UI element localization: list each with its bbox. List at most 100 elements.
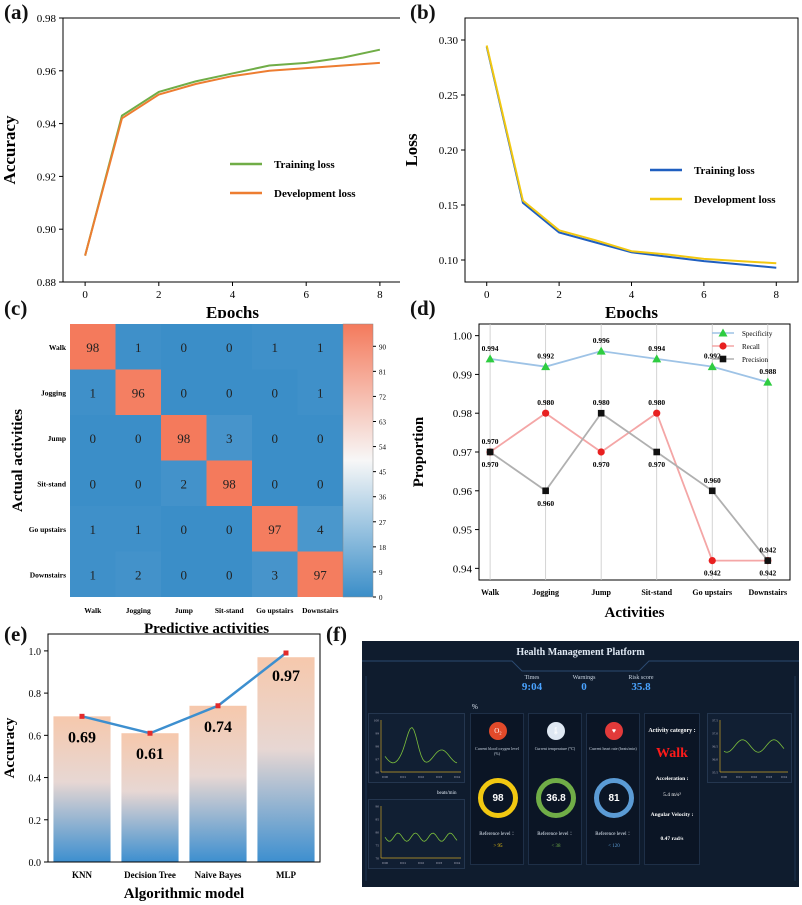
data-point-recall	[597, 448, 605, 456]
x-tick-label: 6	[701, 289, 707, 301]
mini-x-tick: 9:03	[766, 775, 772, 779]
heatmap-cell	[161, 415, 207, 461]
heatmap-cell-label: 0	[181, 385, 188, 400]
trend-marker	[215, 703, 221, 709]
y-tick-label: 0.95	[453, 525, 473, 537]
x-category-label: Jump	[175, 606, 193, 615]
mini-x-tick: 9:04	[781, 775, 787, 779]
heatmap-cell	[252, 415, 298, 461]
colorbar-tick-label: 9	[379, 569, 383, 577]
data-label: 0.992	[704, 352, 721, 361]
heart-rate-trend-chart: 90 85 80 75 709:00 9:01 9:02 9:03 9:04	[368, 799, 465, 869]
mini-x-tick: 9:00	[721, 775, 727, 779]
vital-value: 36.8	[546, 792, 566, 804]
data-point-specificity	[485, 354, 495, 363]
data-point-recall	[719, 342, 727, 350]
data-label: 0.980	[648, 398, 665, 407]
heatmap-cell	[297, 506, 343, 552]
mini-x-tick: 9:01	[400, 775, 406, 779]
heatmap-cell	[206, 324, 252, 370]
data-label: 0.942	[759, 546, 776, 555]
plot-frame	[47, 633, 321, 863]
data-point-precision	[764, 557, 772, 564]
series-line-development-loss	[485, 45, 777, 265]
heatmap-cell	[115, 369, 161, 415]
data-point-precision	[542, 487, 549, 495]
heatmap-cell	[252, 506, 298, 552]
mini-y-tick: 98	[376, 745, 380, 749]
bar-mlp	[257, 657, 315, 862]
panel-label-d: (d)	[410, 296, 436, 320]
data-point-specificity	[707, 362, 717, 371]
heatmap-cell	[161, 506, 207, 552]
activity-card: Activity category : Walk Acceleration : …	[644, 713, 700, 865]
heatmap-cell-label: 98	[177, 431, 190, 446]
data-label: 0.960	[704, 476, 721, 485]
series-line-precision	[489, 411, 769, 562]
y-category-label: Go upstairs	[29, 525, 66, 534]
x-category-label: Walk	[481, 588, 500, 597]
heatmap-cell	[70, 551, 116, 597]
activity-value: Walk	[656, 746, 688, 761]
heatmap-cell	[206, 415, 252, 461]
chart-b-loss: 0.10 0.15 0.20 0.25 0.30 0 2 4 6 8 Epochs Loss Train…	[402, 17, 799, 318]
heatmap-cell-label: 0	[181, 522, 188, 537]
mini-x-tick: 9:00	[382, 861, 388, 865]
mini-y-tick: 97	[376, 758, 380, 762]
oxygen-icon: O₂	[489, 722, 507, 740]
heatmap-cell-label: 98	[223, 476, 236, 491]
heatmap-cell-label: 1	[317, 385, 324, 400]
y-tick-label: 0.20	[439, 145, 459, 157]
x-category-label: Jump	[591, 588, 611, 597]
bar-value-label: 0.97	[272, 668, 300, 685]
heatmap-cell	[161, 324, 207, 370]
x-tick-label: 2	[556, 289, 562, 301]
y-tick-label: 0.94	[453, 563, 473, 575]
bar-value-label: 0.69	[68, 729, 96, 746]
data-point-precision	[597, 409, 605, 417]
x-category-label: KNN	[72, 870, 93, 880]
series-line-development-loss	[84, 61, 380, 256]
x-category-label: Naive Bayes	[195, 870, 242, 880]
heatmap-cell	[252, 460, 298, 506]
heatmap-cell-label: 0	[90, 431, 97, 446]
y-tick-label: 0.8	[29, 689, 42, 700]
heatmap-cell	[252, 369, 298, 415]
heatmap-cell	[297, 415, 343, 461]
reference-label: Reference level ：	[479, 832, 517, 837]
x-axis-label: Algorithmic model	[124, 886, 244, 902]
x-category-label: Sit-stand	[641, 588, 672, 597]
stat-risk-value: 35.8	[631, 681, 651, 693]
chart-c-confusion-matrix: 98 1 0 0 1 11 96 0 0 0 10 0 98 3 0 00 0 2 98 0 01 1 0 0 97 41 2 0 0 3…	[10, 323, 387, 637]
y-tick-label: 0.94	[37, 119, 57, 131]
stat-warnings: Warnings 0	[549, 675, 619, 693]
y-axis-label: Loss	[402, 133, 421, 166]
y-tick-label: 0.4	[29, 774, 42, 785]
mini-y-tick: 90	[376, 805, 380, 809]
reference-value: < 120	[608, 844, 620, 849]
heatmap-cell-label: 1	[135, 522, 142, 537]
x-tick-label: 2	[156, 289, 162, 301]
plot-frame	[464, 17, 799, 283]
y-tick-label: 1.0	[29, 647, 42, 658]
reference-value: > 95	[493, 844, 503, 849]
mini-y-tick: 36.0	[712, 758, 718, 762]
heatmap-cell-label: 0	[226, 567, 233, 582]
mini-y-tick: 100	[374, 719, 380, 723]
data-point-recall	[708, 557, 716, 565]
heatmap-cell	[206, 551, 252, 597]
legend-label: Precision	[742, 356, 769, 364]
y-category-label: Downstairs	[30, 570, 66, 579]
y-tick-label: 0.2	[29, 816, 42, 827]
data-point-precision	[708, 487, 716, 495]
mini-x-tick: 9:02	[418, 775, 424, 779]
dashboard-frame	[362, 660, 799, 881]
x-tick-label: 6	[303, 289, 309, 301]
heatmap-cell	[115, 460, 161, 506]
y-tick-label: 0.25	[439, 90, 459, 102]
data-point-specificity	[596, 346, 606, 355]
mini-y-tick: 37.0	[712, 732, 718, 736]
legend-label: Recall	[742, 343, 760, 351]
stat-risk-score: Risk score 35.8	[606, 675, 676, 693]
heatmap-cell-label: 0	[135, 431, 142, 446]
